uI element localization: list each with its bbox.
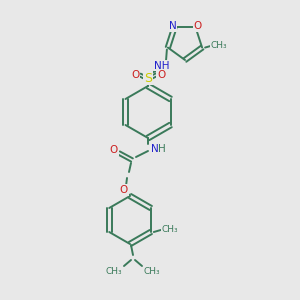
Text: N: N (151, 144, 159, 154)
Text: O: O (157, 70, 165, 80)
Text: CH₃: CH₃ (161, 226, 178, 235)
Text: CH₃: CH₃ (144, 268, 160, 277)
Text: O: O (131, 70, 139, 80)
Text: CH₃: CH₃ (106, 268, 122, 277)
Text: CH₃: CH₃ (211, 41, 227, 50)
Text: O: O (194, 21, 202, 32)
Text: O: O (120, 185, 128, 195)
Text: NH: NH (154, 61, 170, 70)
Text: O: O (110, 145, 118, 155)
Text: H: H (158, 144, 166, 154)
Text: N: N (169, 21, 176, 32)
Text: S: S (144, 71, 152, 85)
